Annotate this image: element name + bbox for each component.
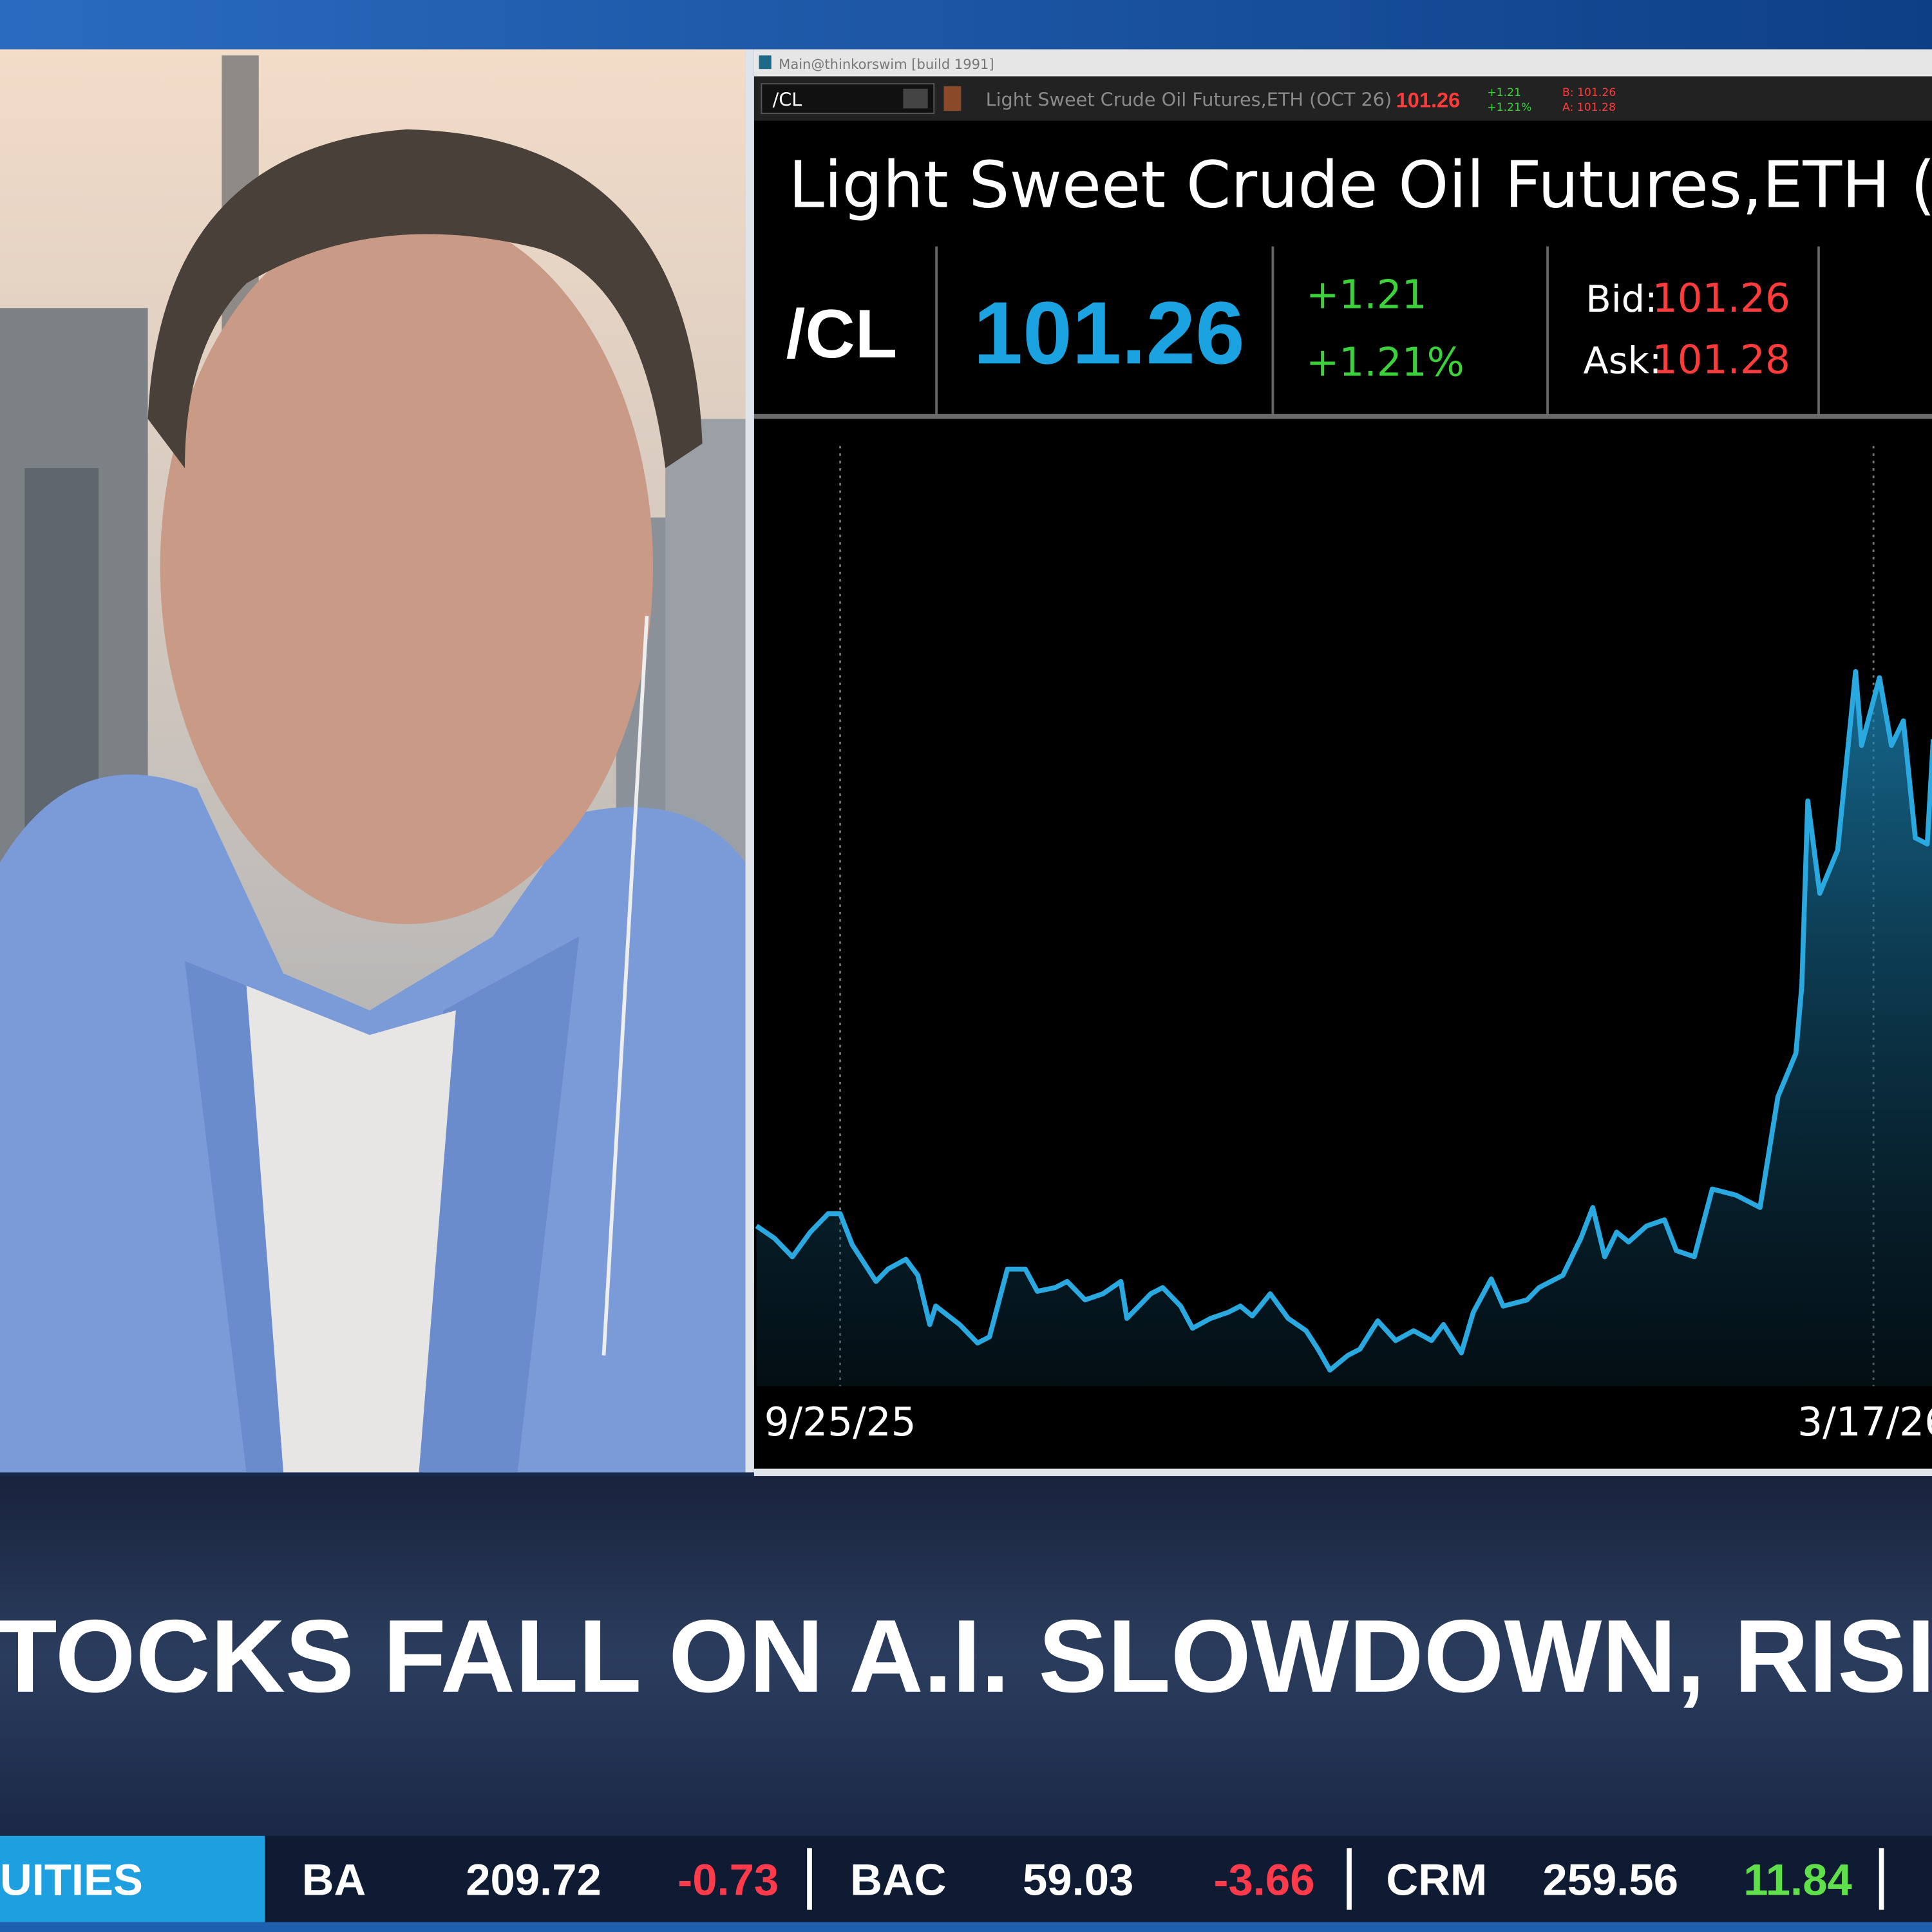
- ticker-label: UITIES: [0, 1855, 143, 1905]
- x-tick-label: 3/17/26: [1797, 1399, 1932, 1445]
- price-chart: 9/25/25 3/17/26: [755, 446, 1932, 1445]
- toolbar-last: 101.26: [1396, 88, 1460, 111]
- ticker-separator: [807, 1848, 812, 1910]
- quote-symbol: /CL: [786, 295, 898, 372]
- panel-border: [753, 1468, 1932, 1477]
- x-tick-label: 9/25/25: [764, 1399, 916, 1445]
- bid-value: 101.26: [1653, 276, 1790, 321]
- ticker-change: 11.84: [1743, 1855, 1852, 1905]
- shirt: [246, 985, 456, 1473]
- quote-change-pct: +1.21%: [1306, 340, 1464, 386]
- ask-value: 101.28: [1653, 337, 1790, 383]
- panel-divider: [745, 49, 754, 1473]
- area-fill: [756, 671, 1932, 1387]
- toolbar-bid: B: 101.26: [1562, 86, 1616, 99]
- app-icon: [759, 55, 772, 70]
- hair: [147, 129, 703, 469]
- link-icon[interactable]: [943, 86, 961, 111]
- ticker-items: BA 209.72 -0.73 BAC 59.03 -3.66 CRM 259.56 11.84: [302, 1848, 1884, 1910]
- ask-label: Ask:: [1584, 339, 1662, 383]
- ticker-separator: [1879, 1848, 1884, 1910]
- ticker-symbol: BAC: [850, 1855, 946, 1905]
- ticker-label-box: [0, 1835, 265, 1922]
- toolbar-symbol: /CL: [773, 89, 802, 111]
- quote-last: 101.26: [973, 283, 1244, 383]
- bid-label: Bid:: [1586, 278, 1657, 321]
- dropdown-button[interactable]: [903, 88, 928, 109]
- quote-title: Light Sweet Crude Oil Futures,ETH (OCT 2…: [788, 148, 1932, 222]
- ticker-separator: [1347, 1848, 1352, 1910]
- quote-change: +1.21: [1306, 272, 1427, 317]
- ticker-change: -0.73: [677, 1855, 779, 1905]
- lower-third: [0, 1476, 1932, 1836]
- top-band: [0, 0, 1932, 50]
- toolbar-change-pct: +1.21%: [1487, 101, 1531, 114]
- earphone-cord: [601, 616, 649, 1356]
- toolbar-ask: A: 101.28: [1562, 101, 1616, 114]
- face: [160, 209, 654, 924]
- bottom-band: [0, 1922, 1932, 1932]
- ticker-price: 59.03: [1023, 1855, 1133, 1905]
- platform-window: Main@thinkorswim [build 1991] /CL Light …: [753, 49, 1932, 1473]
- headline: TOCKS FALL ON A.I. SLOWDOWN, RISI: [0, 1599, 1932, 1714]
- toolbar-description: Light Sweet Crude Oil Futures,ETH (OCT 2…: [986, 89, 1392, 111]
- price-line: [755, 668, 1932, 1373]
- ticker-symbol: BA: [302, 1855, 366, 1905]
- header-divider: [753, 413, 1932, 419]
- video-panel: [0, 49, 746, 1473]
- ticker-symbol: CRM: [1386, 1855, 1487, 1905]
- toolbar-change: +1.21: [1487, 86, 1521, 99]
- title-bar: [753, 49, 1932, 77]
- ticker-price: 209.72: [466, 1855, 601, 1905]
- ticker-price: 259.56: [1542, 1855, 1678, 1905]
- ticker-change: -3.66: [1214, 1855, 1315, 1905]
- ticker-bar: [0, 1835, 1932, 1922]
- window-title: Main@thinkorswim [build 1991]: [779, 56, 994, 72]
